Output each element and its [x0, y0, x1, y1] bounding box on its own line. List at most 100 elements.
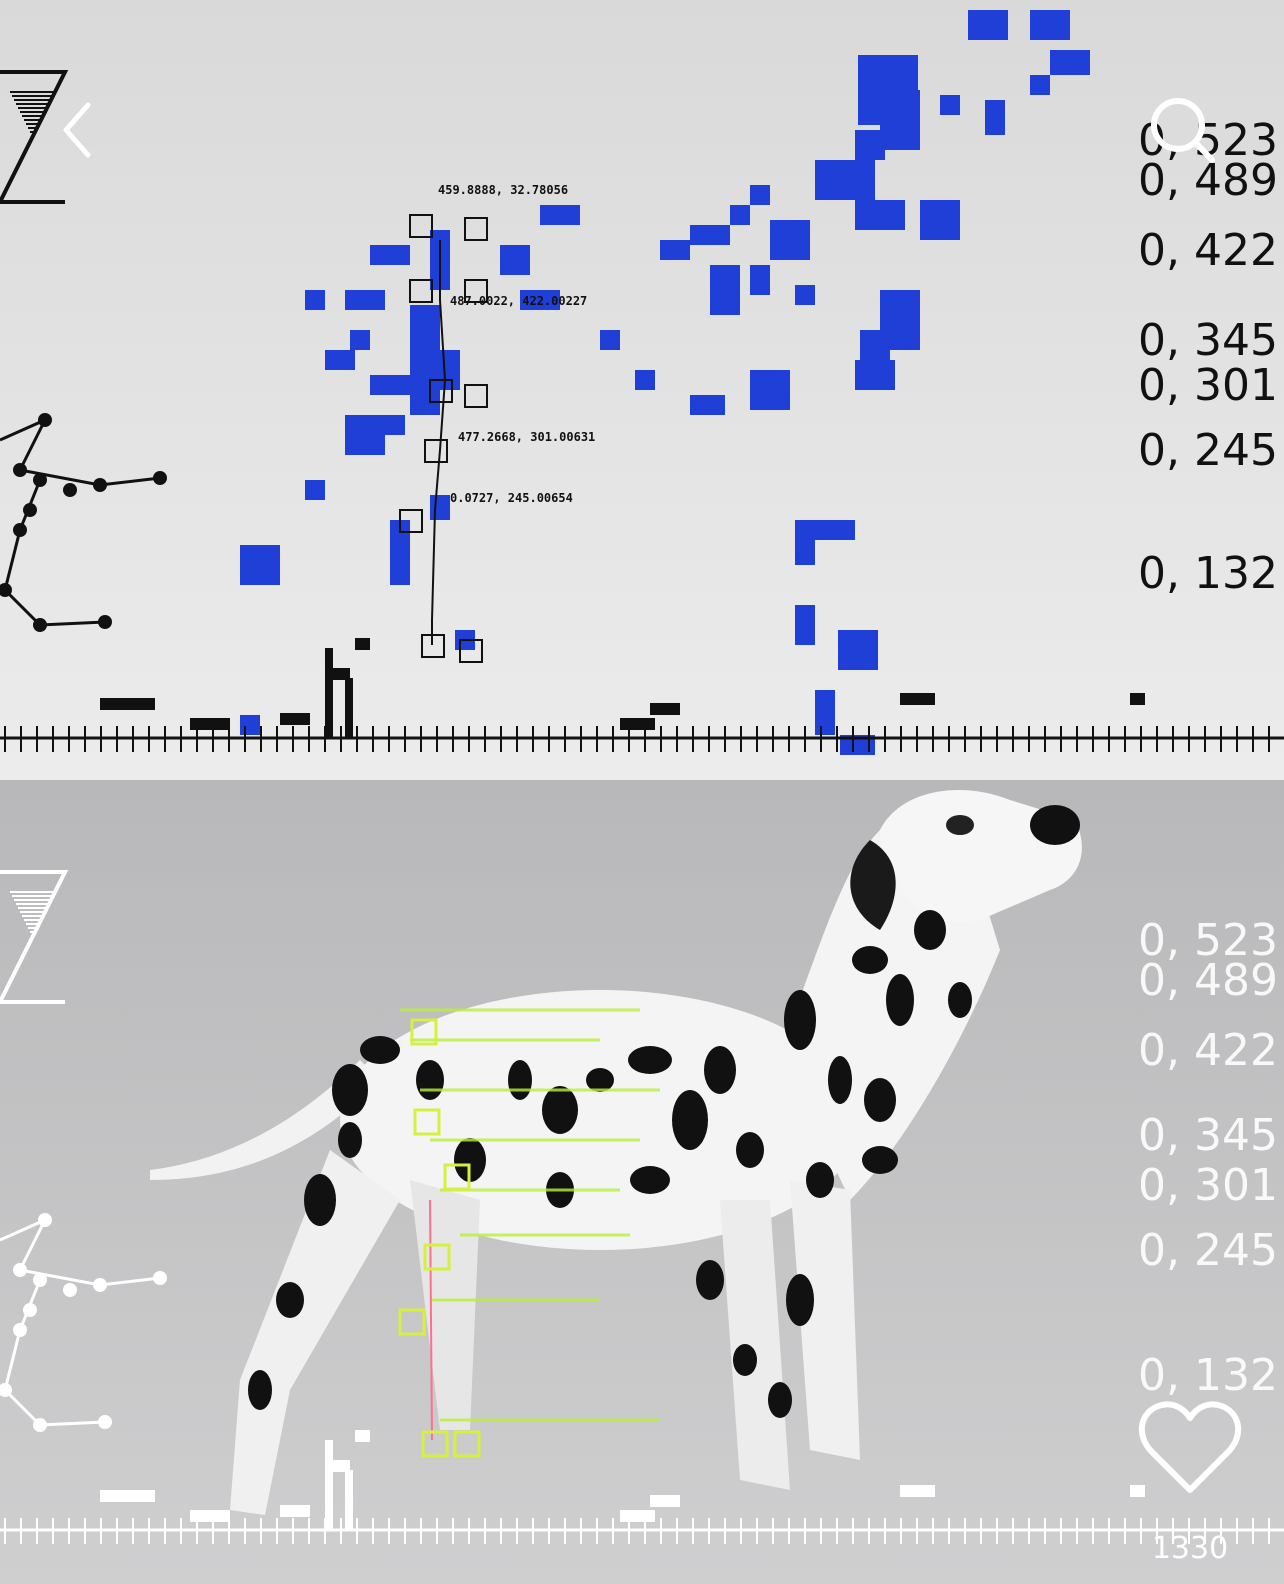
blue-pixel: [860, 330, 890, 360]
branch-node: [0, 1383, 12, 1397]
bar-block: [900, 1485, 935, 1497]
bar-block: [355, 638, 370, 650]
blue-pixel: [750, 265, 770, 295]
spot: [948, 982, 972, 1018]
overlay-labels-bottom: 0, 523 0, 489 0, 422 0, 345 0, 301 0, 24…: [1138, 915, 1278, 1401]
blue-pixel: [750, 185, 770, 205]
bar-block: [280, 1505, 310, 1517]
back-icon[interactable]: [63, 102, 91, 158]
blue-pixel: [855, 130, 885, 160]
keypoint-box: [464, 217, 488, 241]
branch-node: [93, 478, 107, 492]
blue-pixel: [968, 10, 1008, 40]
bar-block: [325, 648, 333, 738]
branch-node: [63, 1283, 77, 1297]
keypoint-box: [421, 634, 445, 658]
like-button[interactable]: 1330: [1138, 1401, 1242, 1566]
branch-node: [98, 615, 112, 629]
branch-node: [13, 1263, 27, 1277]
spot: [454, 1138, 486, 1182]
spot: [276, 1282, 304, 1318]
blue-pixel: [690, 395, 725, 415]
blue-pixel: [500, 245, 530, 275]
bar-block: [190, 718, 230, 730]
spot: [784, 990, 816, 1050]
spot: [914, 910, 946, 950]
blue-pixel: [1030, 10, 1070, 40]
bar-block: [345, 1470, 353, 1530]
bar-block: [100, 1490, 155, 1502]
blue-pixel: [540, 205, 580, 225]
blue-pixel: [855, 200, 905, 230]
blue-pixel: [838, 630, 878, 670]
overlay-label: 0, 489: [1138, 955, 1278, 1006]
blue-pixel: [710, 265, 740, 315]
bar-block: [325, 1440, 333, 1530]
tracking-box: [421, 1430, 449, 1458]
keypoint-box: [399, 509, 423, 533]
keypoint-box: [464, 384, 488, 408]
tracking-box: [413, 1108, 441, 1136]
branch-node: [13, 1323, 27, 1337]
search-icon-handle[interactable]: [1193, 140, 1215, 163]
spot: [332, 1064, 368, 1116]
heart-icon[interactable]: [1138, 1401, 1242, 1493]
back-hit[interactable]: [50, 95, 110, 165]
spot: [542, 1086, 578, 1134]
overlay-label: 0, 422: [1138, 225, 1278, 276]
branch-node: [23, 1303, 37, 1317]
back-button[interactable]: [50, 95, 110, 165]
blue-pixel: [815, 160, 875, 200]
search-button[interactable]: [1151, 98, 1215, 163]
blue-pixel: [660, 240, 690, 260]
branch-node: [38, 413, 52, 427]
spot: [248, 1370, 272, 1410]
overlay-label: 0, 523: [1138, 915, 1278, 966]
spot: [338, 1122, 362, 1158]
bar-block: [650, 703, 680, 715]
dog-spots: [248, 910, 972, 1418]
blue-pixel: [940, 95, 960, 115]
branch-node: [153, 471, 167, 485]
bar-block: [100, 698, 155, 710]
overlay-labels-top: 0, 523 0, 489 0, 422 0, 345 0, 301 0, 24…: [1138, 115, 1278, 599]
blue-pixel: [350, 330, 370, 350]
spot: [704, 1046, 736, 1094]
bar-block: [190, 1510, 230, 1522]
blue-pixel: [1030, 75, 1050, 95]
spot: [416, 1060, 444, 1100]
search-icon[interactable]: [1151, 98, 1205, 152]
blue-pixel: [370, 375, 410, 395]
spot: [630, 1166, 670, 1194]
keypoint-box: [464, 279, 488, 303]
blue-pixel: [390, 520, 410, 585]
overlay-label: 0, 245: [1138, 1225, 1278, 1276]
tracking-box: [443, 1163, 471, 1191]
blue-pixel: [345, 290, 385, 310]
blue-pixel: [410, 305, 440, 415]
spot: [304, 1174, 336, 1226]
blue-pixel: [305, 290, 325, 310]
bar-block: [650, 1495, 680, 1507]
point-annotations: 459.8888, 32.78056 487.0022, 422.00227 4…: [438, 183, 595, 505]
spot: [862, 1146, 898, 1174]
branch-node: [153, 1271, 167, 1285]
branch-node: [93, 1278, 107, 1292]
blue-pixel: [795, 540, 815, 565]
annotation: 477.2668, 301.00631: [458, 430, 595, 444]
branch-node: [13, 523, 27, 537]
blue-pixel: [770, 220, 810, 260]
keypoint-box: [409, 279, 433, 303]
blue-pixel: [795, 605, 815, 645]
like-count[interactable]: 1330: [1152, 1531, 1228, 1566]
blue-pixel: [815, 690, 835, 735]
skeleton-line: [431, 240, 447, 645]
bar-block: [620, 1510, 655, 1522]
branch-node: [38, 1213, 52, 1227]
tracking-skeleton: [429, 1199, 433, 1441]
blue-pixel: [520, 290, 560, 310]
overlay-label: 0, 245: [1138, 425, 1278, 476]
spot: [696, 1260, 724, 1300]
